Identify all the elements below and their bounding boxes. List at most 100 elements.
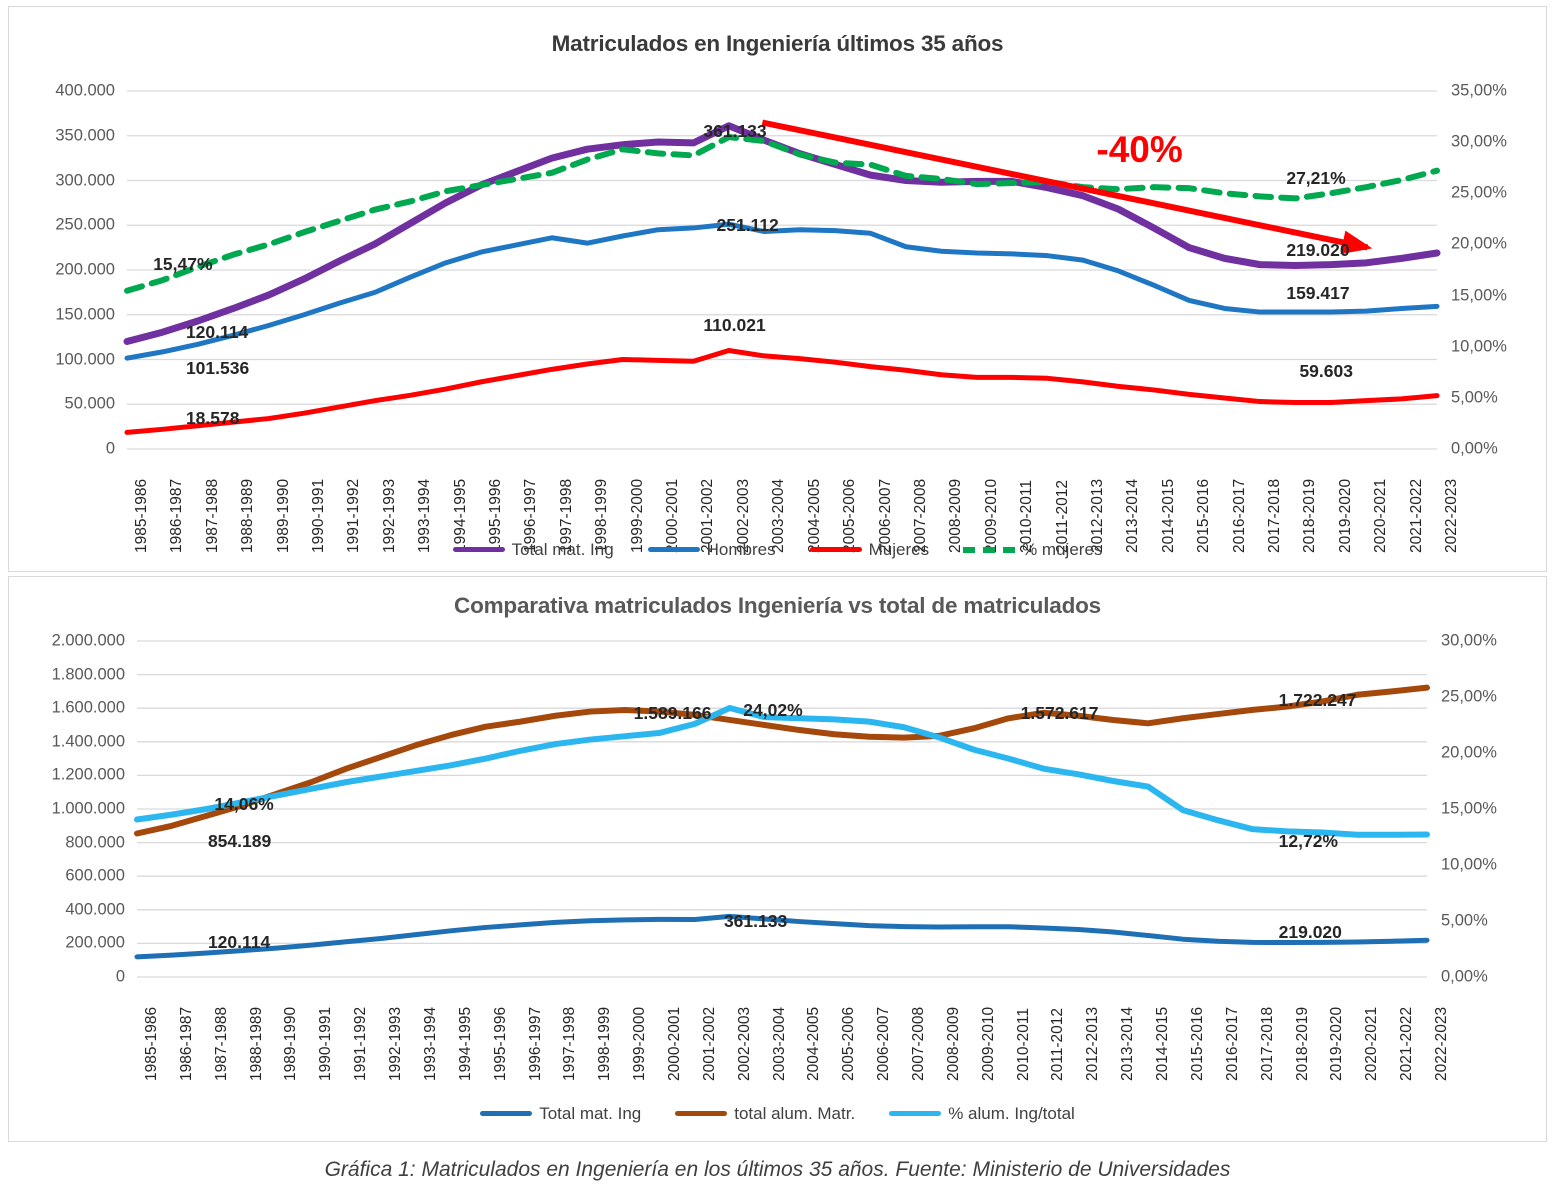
x-tick-label: 2014-2015 (1154, 1006, 1172, 1081)
legend-label: Hombres (706, 540, 776, 559)
data-label: 1.589.166 (633, 703, 712, 724)
legend-swatch-icon (647, 547, 700, 552)
x-tick-label: 2000-2001 (665, 1006, 683, 1081)
x-tick-label: 2008-2009 (944, 1006, 962, 1081)
x-tick-label: 1985-1986 (143, 1006, 160, 1081)
chart2-svg (134, 640, 1430, 978)
data-label: 27,21% (1286, 167, 1346, 188)
legend-swatch-icon (963, 546, 1016, 553)
legend-item[interactable]: total alum. Matr. (675, 1105, 855, 1122)
y-tick-label-right: 0,00% (1451, 439, 1498, 458)
y-tick-label-right: 30,00% (1451, 132, 1507, 151)
chart2-title: Comparativa matriculados Ingeniería vs t… (454, 593, 1101, 618)
legend-item[interactable]: Total mat. Ing (452, 540, 614, 559)
y-tick-label-left: 800.000 (65, 833, 125, 852)
x-tick-label: 1994-1995 (456, 1006, 474, 1081)
y-tick-label-left: 400.000 (55, 81, 115, 100)
legend-item[interactable]: Total mat. Ing (480, 1105, 641, 1122)
legend-swatch-icon (675, 1111, 728, 1116)
series-line-3 (124, 134, 1440, 294)
legend-label: Mujeres (868, 540, 930, 559)
y-tick-label-left: 400.000 (65, 900, 125, 919)
x-tick-label: 2016-2017 (1223, 1006, 1241, 1081)
data-label: 159.417 (1286, 282, 1350, 303)
y-tick-label-right: 25,00% (1451, 183, 1507, 202)
legend-item[interactable]: Hombres (647, 540, 776, 559)
data-label: 219.020 (1278, 921, 1342, 942)
data-label: 854.189 (207, 830, 272, 851)
x-tick-label: 1986-1987 (177, 1006, 195, 1081)
legend-label: Total mat. Ing (511, 540, 614, 559)
data-label: 361.133 (723, 911, 788, 932)
figure-caption: Gráfica 1: Matriculados en Ingeniería en… (324, 1158, 1231, 1181)
x-tick-label: 1991-1992 (352, 1006, 370, 1081)
y-tick-label-left: 150.000 (55, 305, 115, 324)
data-label: 18.578 (185, 407, 240, 428)
series-line-1 (134, 684, 1430, 837)
x-tick-label: 2012-2013 (1084, 1006, 1102, 1081)
legend-swatch-icon (452, 547, 505, 552)
y-tick-label-right: 5,00% (1451, 388, 1498, 407)
x-tick-label: 1996-1997 (526, 1006, 544, 1081)
x-tick-label: 2002-2003 (735, 1006, 753, 1081)
y-tick-label-left: 300.000 (55, 171, 115, 189)
x-tick-label: 2005-2006 (840, 1006, 858, 1081)
legend-label: total alum. Matr. (734, 1104, 856, 1123)
y-tick-label-right: 10,00% (1441, 855, 1497, 874)
chart1-svg (123, 90, 1441, 450)
y-tick-label-right: 35,00% (1451, 81, 1507, 100)
data-label: 15,47% (153, 253, 213, 274)
series-line-2 (134, 704, 1430, 838)
data-label: 110.021 (703, 314, 766, 335)
legend-swatch-icon (889, 1111, 942, 1116)
x-tick-label: 2019-2020 (1328, 1006, 1346, 1081)
legend-item[interactable]: Mujeres (809, 540, 930, 559)
x-tick-label: 1990-1991 (317, 1006, 335, 1081)
y-tick-label-right: 0,00% (1441, 967, 1488, 986)
y-tick-label-left: 2.000.000 (51, 631, 125, 650)
chart1-plot-area (123, 90, 1441, 450)
y-tick-label-left: 1.200.000 (51, 765, 125, 784)
x-tick-label: 2022-2023 (1433, 1006, 1450, 1081)
legend-item[interactable]: % alum. Ing/total (889, 1105, 1075, 1122)
chart2-legend: Total mat. Ing total alum. Matr. % alum. I… (9, 1105, 1546, 1122)
y-tick-label-left: 200.000 (65, 933, 125, 952)
x-tick-label: 2021-2022 (1398, 1006, 1416, 1081)
y-tick-label-left: 350.000 (55, 126, 115, 145)
y-tick-label-left: 1.800.000 (51, 665, 125, 684)
x-tick-label: 2007-2008 (910, 1006, 928, 1081)
y-tick-label-left: 0 (105, 439, 115, 458)
chart-card-matriculados-ingenieria: Matriculados en Ingeniería últimos 35 añ… (8, 6, 1547, 572)
series-line-0 (134, 913, 1430, 960)
series-line-2 (124, 348, 1440, 435)
x-tick-label: 2020-2021 (1363, 1006, 1381, 1081)
annotation-percent-drop: -40% (1096, 128, 1183, 170)
y-tick-label-left: 200.000 (55, 260, 115, 279)
x-tick-label: 2013-2014 (1119, 1006, 1137, 1081)
y-tick-label-right: 5,00% (1441, 911, 1488, 930)
data-label: 101.536 (185, 357, 250, 378)
x-tick-label: 1992-1993 (387, 1006, 405, 1081)
x-tick-label: 2018-2019 (1293, 1006, 1311, 1081)
y-tick-label-left: 1.400.000 (51, 732, 125, 751)
x-tick-label: 1993-1994 (421, 1006, 439, 1081)
chart2-plot-area (134, 640, 1430, 978)
legend-swatch-icon (809, 547, 862, 552)
x-tick-label: 1987-1988 (212, 1006, 230, 1081)
y-tick-label-left: 1.000.000 (51, 799, 125, 818)
chart1-title: Matriculados en Ingeniería últimos 35 añ… (551, 31, 1004, 56)
x-tick-label: 2001-2002 (700, 1006, 718, 1081)
y-tick-label-left: 0 (115, 967, 125, 986)
x-tick-label: 2004-2005 (805, 1006, 823, 1081)
y-tick-label-right: 10,00% (1451, 337, 1507, 356)
y-tick-label-right: 25,00% (1441, 687, 1497, 706)
legend-item[interactable]: % mujeres (963, 541, 1102, 558)
data-label: 1.572.617 (1020, 703, 1099, 724)
x-tick-label: 2003-2004 (770, 1006, 788, 1081)
x-tick-label: 2006-2007 (875, 1006, 893, 1081)
data-label: 120.114 (207, 931, 271, 952)
trend-arrow (761, 119, 1373, 255)
y-tick-label-left: 250.000 (55, 215, 115, 234)
y-tick-label-right: 15,00% (1451, 286, 1507, 305)
